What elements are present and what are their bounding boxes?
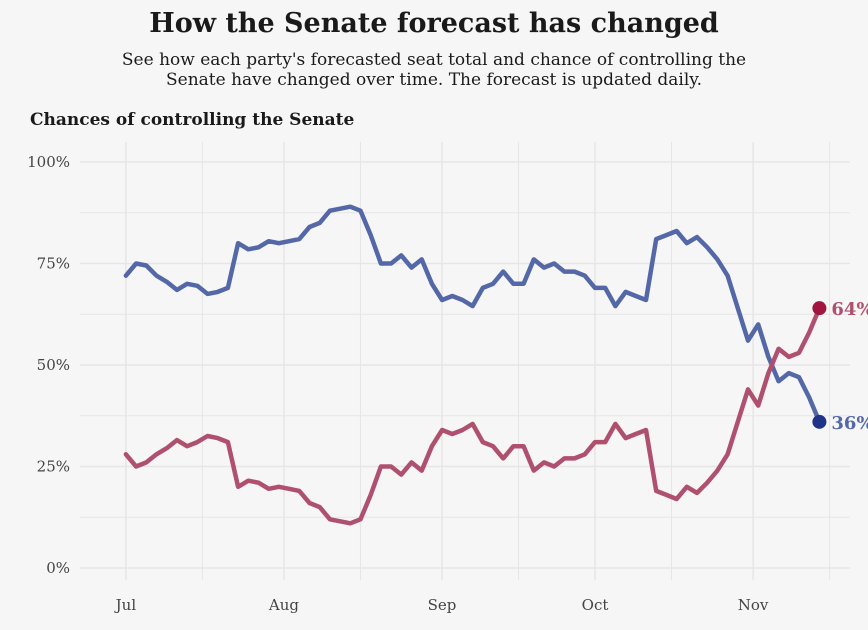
x-tick-label: Nov	[738, 596, 769, 614]
page-title: How the Senate forecast has changed	[149, 8, 719, 39]
page-subtitle: See how each party's forecasted seat tot…	[121, 50, 747, 90]
y-tick-label: 0%	[46, 559, 70, 577]
x-tick-label: Jul	[114, 596, 137, 614]
y-tick-label: 50%	[37, 356, 70, 374]
y-tick-label: 25%	[37, 458, 70, 476]
series-end-label-0: 36%	[831, 413, 868, 434]
series-end-label-1: 64%	[831, 299, 868, 320]
series-end-point-0	[812, 414, 827, 429]
chart-title: Chances of controlling the Senate	[30, 110, 355, 130]
x-tick-label: Oct	[582, 596, 609, 614]
series-line-1	[123, 305, 822, 526]
chart-series: 36% 64%	[123, 204, 868, 526]
x-tick-label: Aug	[268, 596, 299, 614]
x-tick-label: Sep	[428, 596, 457, 614]
y-axis: 0% 25% 50% 75% 100%	[27, 153, 70, 577]
y-tick-label: 100%	[27, 153, 70, 171]
x-axis: Jul Aug Sep Oct Nov	[114, 596, 769, 614]
series-end-point-1	[812, 301, 827, 316]
series-line-0	[123, 204, 822, 425]
y-tick-label: 75%	[37, 255, 70, 273]
chart-grid	[80, 142, 850, 580]
